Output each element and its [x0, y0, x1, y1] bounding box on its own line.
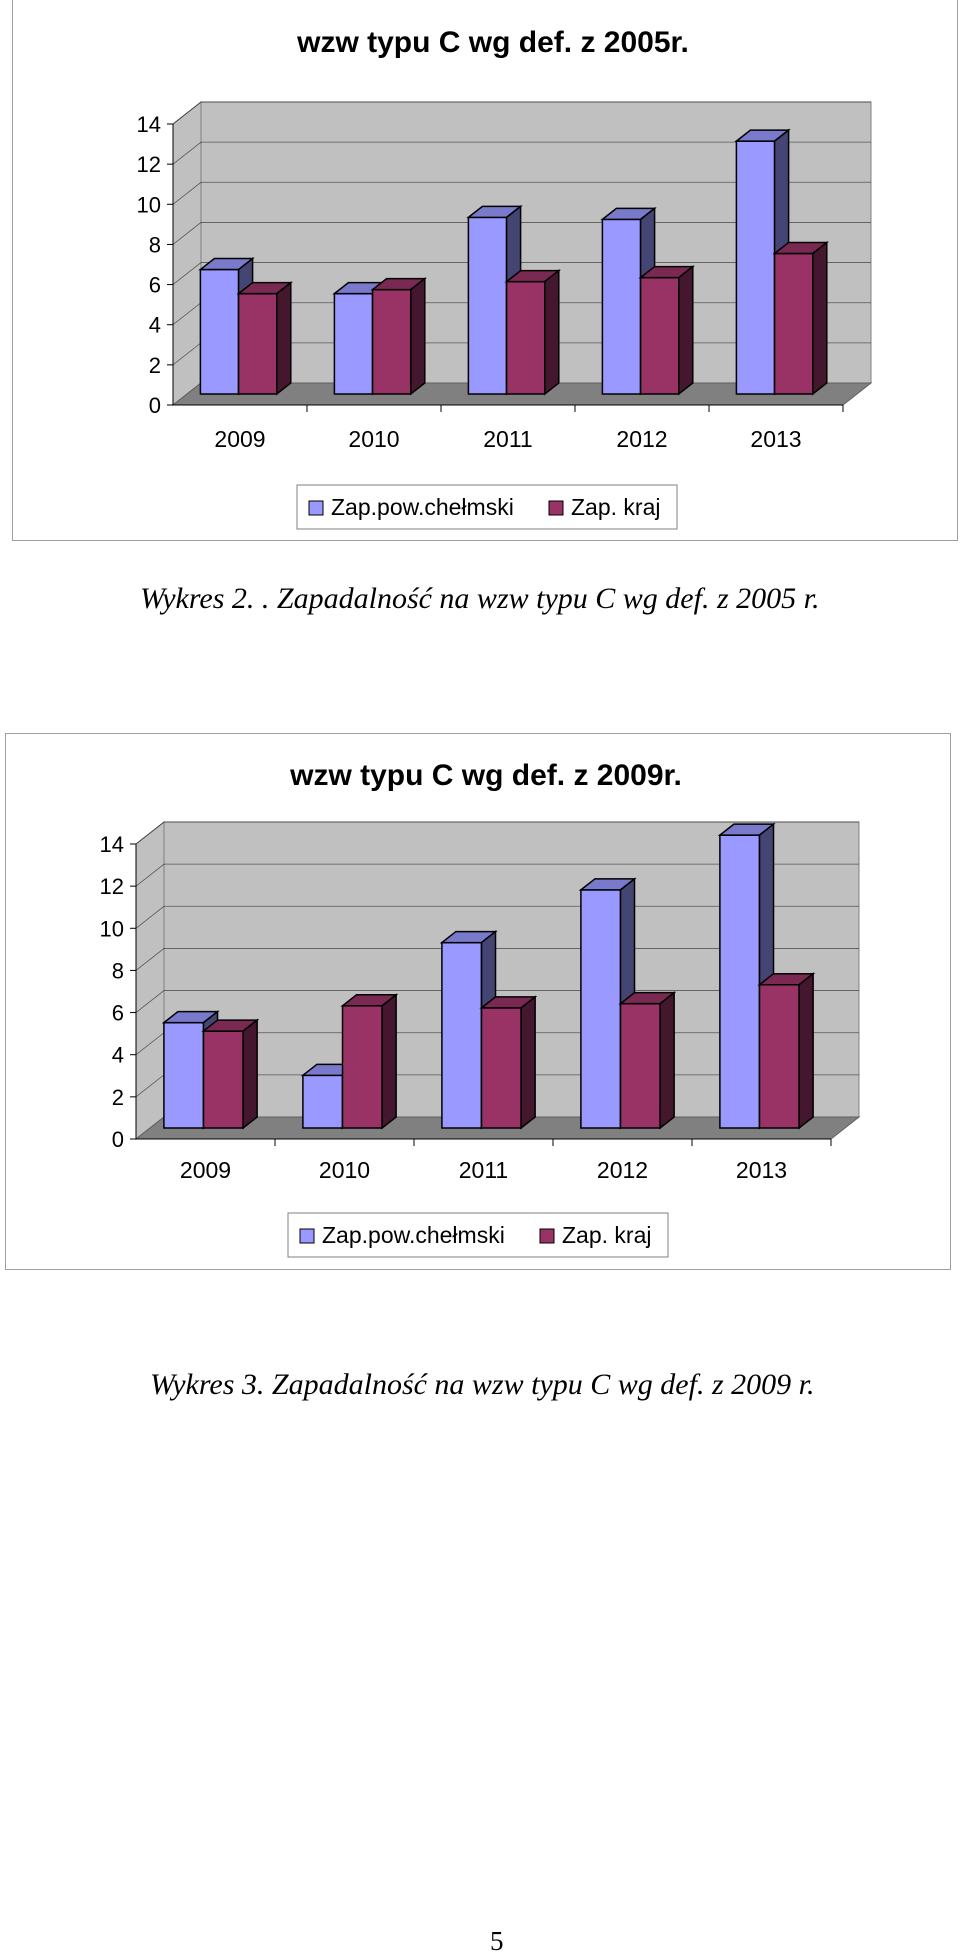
chart-2009-svg: wzw typu C wg def. z 2009r. 0 2 4 6 8 10 12 14 20… [100, 759, 861, 1258]
gridline [172, 141, 871, 165]
bar-front [639, 276, 680, 395]
legend: Zap.pow.chełmski Zap. kraj [296, 484, 678, 530]
side-wall [135, 820, 165, 1141]
bar-front [371, 288, 412, 395]
bar-zap-kraj-2011 [479, 995, 538, 1130]
legend-swatch [539, 1228, 555, 1244]
bar-side [678, 265, 694, 396]
y-tick-label: 6 [149, 273, 161, 298]
y-tick-label: 10 [137, 192, 161, 217]
bar-zap-kraj-2012 [618, 991, 677, 1130]
bar-front [163, 1021, 205, 1129]
bar-front [467, 216, 508, 395]
bar-front [302, 1074, 344, 1129]
x-category-label: 2011 [483, 426, 532, 452]
bar-side [276, 281, 292, 396]
caption-chart-2009: Wykres 3. Zapadalność na wzw typu C wg d… [150, 1368, 815, 1401]
bar-zap-kraj-2012 [638, 265, 695, 396]
legend-swatch [548, 500, 564, 516]
y-tick-label: 2 [149, 353, 161, 378]
page-number: 5 [490, 1926, 504, 1956]
bar-front [601, 218, 642, 395]
bar-front [580, 889, 622, 1129]
bar-front [333, 292, 374, 395]
bar-front [735, 140, 776, 395]
bar-zap-kraj-2009 [236, 281, 293, 396]
legend-box [287, 1212, 669, 1258]
y-tick-label: 14 [100, 832, 124, 857]
x-category-label: 2009 [180, 1157, 231, 1183]
legend-label: Zap.pow.chełmski [331, 494, 514, 520]
legend-swatch [299, 1228, 315, 1244]
bar-side [242, 1018, 258, 1130]
y-tick-label: 12 [137, 152, 161, 177]
bar-side [812, 240, 828, 396]
bar-zap-kraj-2010 [340, 993, 399, 1130]
x-category-label: 2012 [616, 426, 667, 452]
legend-swatch [308, 500, 324, 516]
legend-label: Zap. kraj [562, 1222, 651, 1248]
chart-title: wzw typu C wg def. z 2005r. [296, 26, 689, 59]
y-tick-label: 8 [112, 958, 124, 983]
legend-label: Zap. kraj [571, 494, 660, 520]
bar-front [441, 941, 483, 1129]
y-tick-label: 6 [112, 1001, 124, 1026]
bar-zap-pow-2013 [717, 822, 776, 1130]
bar-side [410, 277, 426, 396]
bar-front [341, 1005, 383, 1129]
y-tick-label: 14 [137, 112, 161, 137]
y-tick-label: 8 [149, 232, 161, 257]
bar-zap-kraj-2013 [757, 972, 816, 1130]
bar-front [758, 983, 800, 1129]
bar-front [619, 1002, 661, 1129]
bar-zap-kraj-2010 [370, 277, 427, 396]
y-tick-label: 10 [100, 916, 124, 941]
y-tick-label: 4 [112, 1043, 124, 1068]
bar-front [505, 280, 546, 395]
bar-front [480, 1007, 522, 1129]
legend-box [296, 484, 678, 530]
legend: Zap.pow.chełmski Zap. kraj [287, 1212, 669, 1258]
bar-front [202, 1030, 244, 1129]
x-category-label: 2009 [214, 426, 265, 452]
bar-front [199, 268, 240, 395]
legend-label: Zap.pow.chełmski [322, 1222, 505, 1248]
side-wall [172, 100, 202, 407]
y-tick-label: 12 [100, 874, 124, 899]
y-tick-label: 2 [112, 1085, 124, 1110]
x-category-label: 2012 [597, 1157, 648, 1183]
bar-zap-kraj-2011 [504, 269, 561, 396]
x-category-label: 2013 [736, 1157, 787, 1183]
bar-side [381, 993, 397, 1130]
bar-side [659, 991, 675, 1130]
x-category-label: 2010 [348, 426, 399, 452]
caption-chart-2005: Wykres 2. . Zapadalność na wzw typu C wg… [140, 582, 820, 615]
y-tick-label: 4 [149, 313, 161, 338]
chart-2009: wzw typu C wg def. z 2009r. 0 2 4 6 8 10 12 14 20… [5, 733, 951, 1270]
gridline [135, 821, 859, 845]
bar-side [520, 995, 536, 1130]
bar-front [719, 834, 761, 1129]
gridline [135, 863, 859, 887]
bar-zap-kraj-2009 [201, 1018, 260, 1130]
chart-2005: wzw typu C wg def. z 2005r. 0 2 4 6 8 10 12 14 20… [12, 0, 958, 541]
y-tick-label: 0 [112, 1127, 124, 1152]
gridline [172, 101, 871, 125]
y-tick-label: 0 [149, 393, 161, 418]
chart-2005-svg: wzw typu C wg def. z 2005r. 0 2 4 6 8 10 12 14 20… [137, 26, 873, 530]
x-category-label: 2013 [750, 426, 801, 452]
chart-title: wzw typu C wg def. z 2009r. [289, 759, 682, 792]
bar-front [773, 252, 814, 395]
x-category-label: 2010 [319, 1157, 370, 1183]
gridline [172, 181, 871, 205]
bar-front [237, 292, 278, 395]
bar-side [798, 972, 814, 1130]
bar-zap-kraj-2013 [772, 240, 829, 396]
x-category-label: 2011 [459, 1157, 508, 1183]
bar-side [544, 269, 560, 396]
